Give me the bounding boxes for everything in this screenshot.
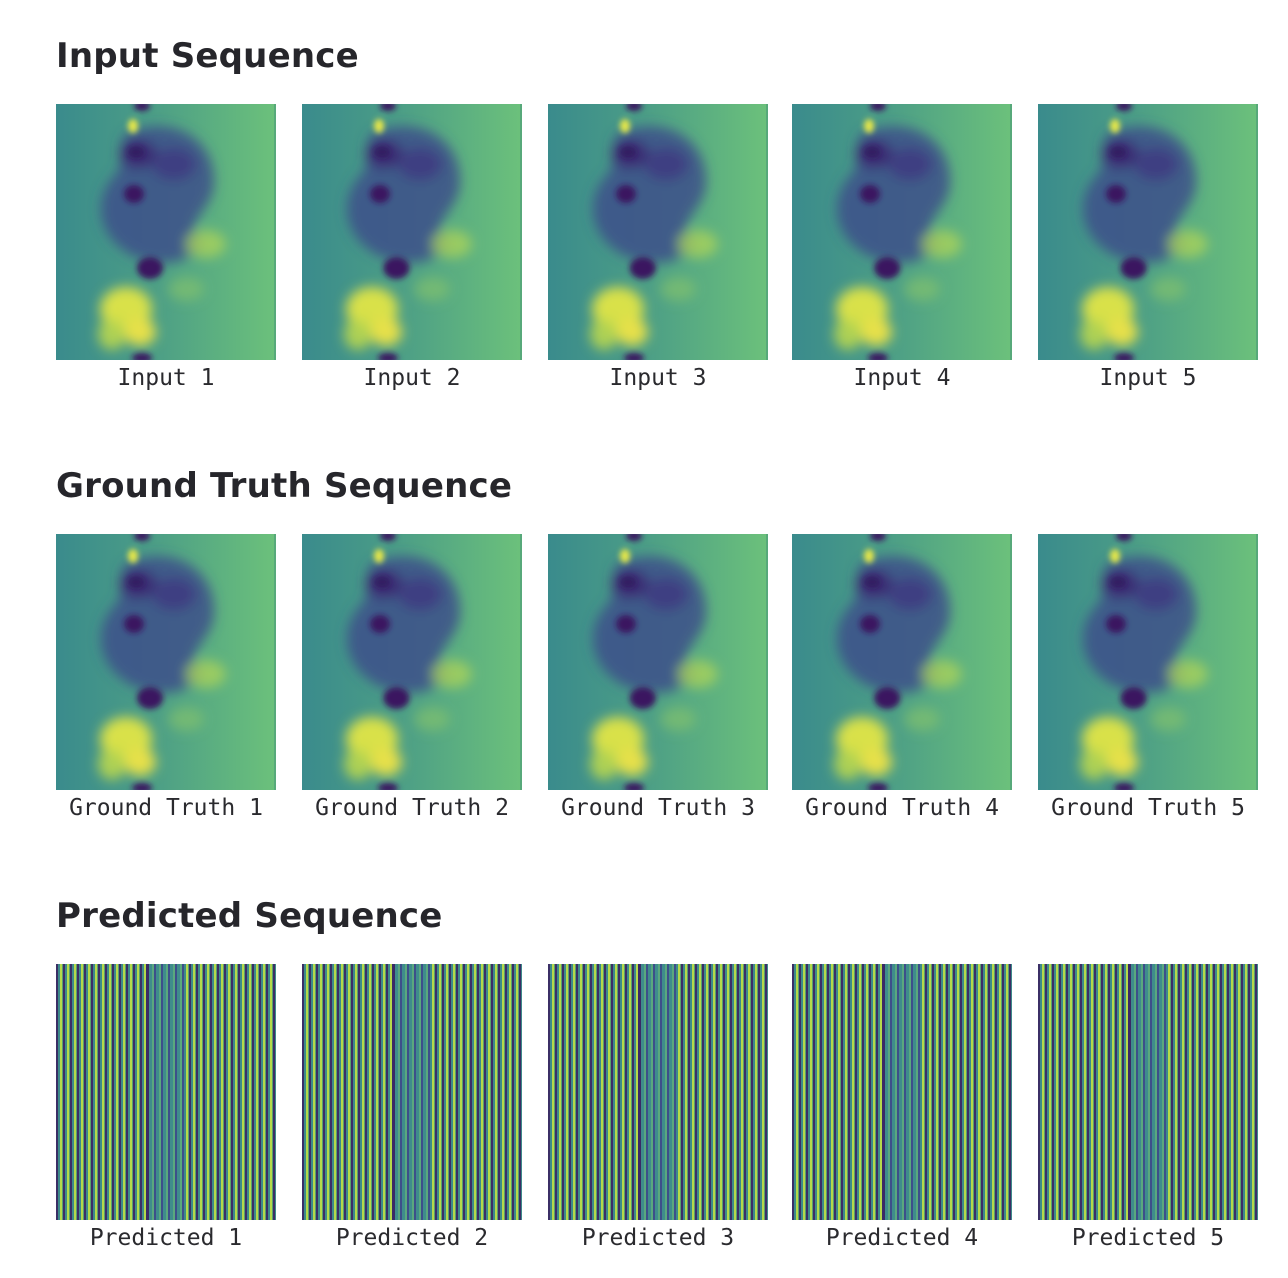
sequence-frame (548, 964, 768, 1220)
section-title: Ground Truth Sequence (56, 466, 513, 506)
field-image (1038, 534, 1258, 790)
frame-caption: Input 5 (1099, 365, 1197, 391)
field-image (1038, 104, 1258, 360)
sequence-frame (1038, 964, 1258, 1220)
frame-caption: Input 3 (609, 365, 707, 391)
frame-caption: Ground Truth 3 (561, 795, 755, 821)
sequence-frame (56, 964, 276, 1220)
sequence-frame (302, 964, 522, 1220)
frame-caption: Ground Truth 4 (805, 795, 999, 821)
frame-caption: Ground Truth 1 (69, 795, 263, 821)
sequence-frame (792, 104, 1012, 360)
field-image (548, 104, 768, 360)
frame-caption: Predicted 2 (335, 1225, 489, 1251)
field-image (56, 534, 276, 790)
sequence-frame (548, 104, 768, 360)
frame-caption: Input 2 (363, 365, 461, 391)
stripe-image (302, 964, 522, 1220)
sequence-frame (56, 534, 276, 790)
field-image (792, 104, 1012, 360)
frame-caption: Predicted 3 (581, 1225, 735, 1251)
stripe-image (1038, 964, 1258, 1220)
frame-caption: Ground Truth 5 (1051, 795, 1245, 821)
stripe-image (56, 964, 276, 1220)
field-image (302, 104, 522, 360)
sequence-frame (1038, 104, 1258, 360)
sequence-frame (302, 104, 522, 360)
stripe-image (548, 964, 768, 1220)
frame-caption: Input 4 (853, 365, 951, 391)
frame-caption: Input 1 (117, 365, 215, 391)
field-image (792, 534, 1012, 790)
frame-caption: Predicted 5 (1071, 1225, 1225, 1251)
frame-caption: Ground Truth 2 (315, 795, 509, 821)
frame-caption: Predicted 4 (825, 1225, 979, 1251)
sequence-frame (548, 534, 768, 790)
sequence-frame (792, 964, 1012, 1220)
sequence-frame (792, 534, 1012, 790)
stripe-image (792, 964, 1012, 1220)
sequence-frame (1038, 534, 1258, 790)
sequence-frame (56, 104, 276, 360)
field-image (56, 104, 276, 360)
section-title: Input Sequence (56, 36, 359, 76)
section-title: Predicted Sequence (56, 896, 443, 936)
field-image (548, 534, 768, 790)
field-image (302, 534, 522, 790)
sequence-frame (302, 534, 522, 790)
frame-caption: Predicted 1 (89, 1225, 243, 1251)
